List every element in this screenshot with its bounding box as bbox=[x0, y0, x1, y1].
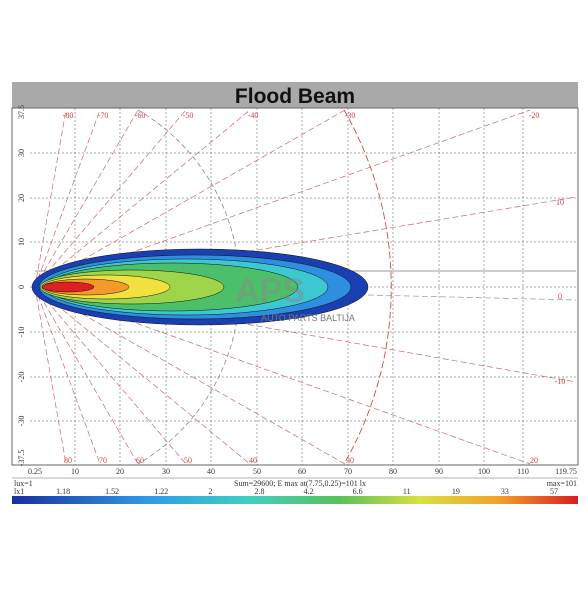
angle-label: -60 bbox=[135, 111, 146, 120]
beam bbox=[31, 248, 369, 326]
color-scale bbox=[12, 496, 578, 504]
angle-label: 30 bbox=[346, 456, 354, 465]
x-label: 30 bbox=[162, 467, 170, 476]
watermark-logo: APS bbox=[235, 272, 305, 310]
y-label: 0 bbox=[17, 285, 26, 289]
x-label: 100 bbox=[478, 467, 490, 476]
scale-label: 1.18 bbox=[56, 487, 70, 496]
y-label: 37.5 bbox=[17, 105, 26, 119]
angle-label: 80 bbox=[64, 456, 72, 465]
x-label: 10 bbox=[71, 467, 79, 476]
scale-label: 1.22 bbox=[154, 487, 168, 496]
y-label: -20 bbox=[17, 372, 26, 383]
scale-label: lx1 bbox=[14, 487, 24, 496]
y-label: 30 bbox=[17, 149, 26, 157]
angle-label: 0 bbox=[558, 292, 562, 301]
y-label: 10 bbox=[17, 238, 26, 246]
x-label: 119.75 bbox=[555, 467, 577, 476]
y-label: -37.5 bbox=[17, 450, 26, 467]
x-label: 70 bbox=[344, 467, 352, 476]
x-label: 50 bbox=[253, 467, 261, 476]
scale-label: 33 bbox=[501, 487, 509, 496]
angle-label: 70 bbox=[99, 456, 107, 465]
angle-label: -80 bbox=[63, 111, 74, 120]
x-label: 60 bbox=[298, 467, 306, 476]
scale-label: 19 bbox=[452, 487, 460, 496]
scale-label: 4.2 bbox=[304, 487, 314, 496]
angle-label: 10 bbox=[556, 198, 564, 207]
scale-label: 11 bbox=[403, 487, 411, 496]
x-label: 0.25 bbox=[28, 467, 42, 476]
scale-label: 6.6 bbox=[353, 487, 363, 496]
footer-center: Sum=29600; E max at(7.75,0.25)=101 lx bbox=[234, 479, 366, 488]
x-label: 20 bbox=[116, 467, 124, 476]
angle-label: -50 bbox=[183, 111, 194, 120]
scale-label: 57 bbox=[550, 487, 558, 496]
scale-label: 2 bbox=[208, 487, 212, 496]
angle-label: 60 bbox=[136, 456, 144, 465]
arc bbox=[343, 109, 392, 465]
angle-label: 40 bbox=[249, 456, 257, 465]
title-bar bbox=[12, 82, 578, 108]
scale-label: 2.8 bbox=[254, 487, 264, 496]
angle-label: -10 bbox=[555, 377, 566, 386]
x-label: 110 bbox=[517, 467, 529, 476]
y-label: -30 bbox=[17, 416, 26, 427]
arc bbox=[137, 109, 240, 465]
title: Flood Beam bbox=[235, 85, 355, 108]
scale-label: 1.52 bbox=[105, 487, 119, 496]
angle-label: -20 bbox=[529, 111, 540, 120]
x-label: 90 bbox=[435, 467, 443, 476]
angle-label: -40 bbox=[248, 111, 259, 120]
angle-label: 50 bbox=[184, 456, 192, 465]
footer-right: max=101 bbox=[547, 479, 577, 488]
angle-label: 20 bbox=[530, 456, 538, 465]
angle-label: -30 bbox=[345, 111, 356, 120]
footer-left: lux=1 bbox=[14, 479, 33, 488]
x-label: 40 bbox=[207, 467, 215, 476]
y-label: -10 bbox=[17, 327, 26, 338]
x-label: 80 bbox=[389, 467, 397, 476]
angle-label: -70 bbox=[98, 111, 109, 120]
watermark-text: AUTO PARTS BALTIJA bbox=[261, 313, 355, 323]
y-label: 20 bbox=[17, 194, 26, 202]
